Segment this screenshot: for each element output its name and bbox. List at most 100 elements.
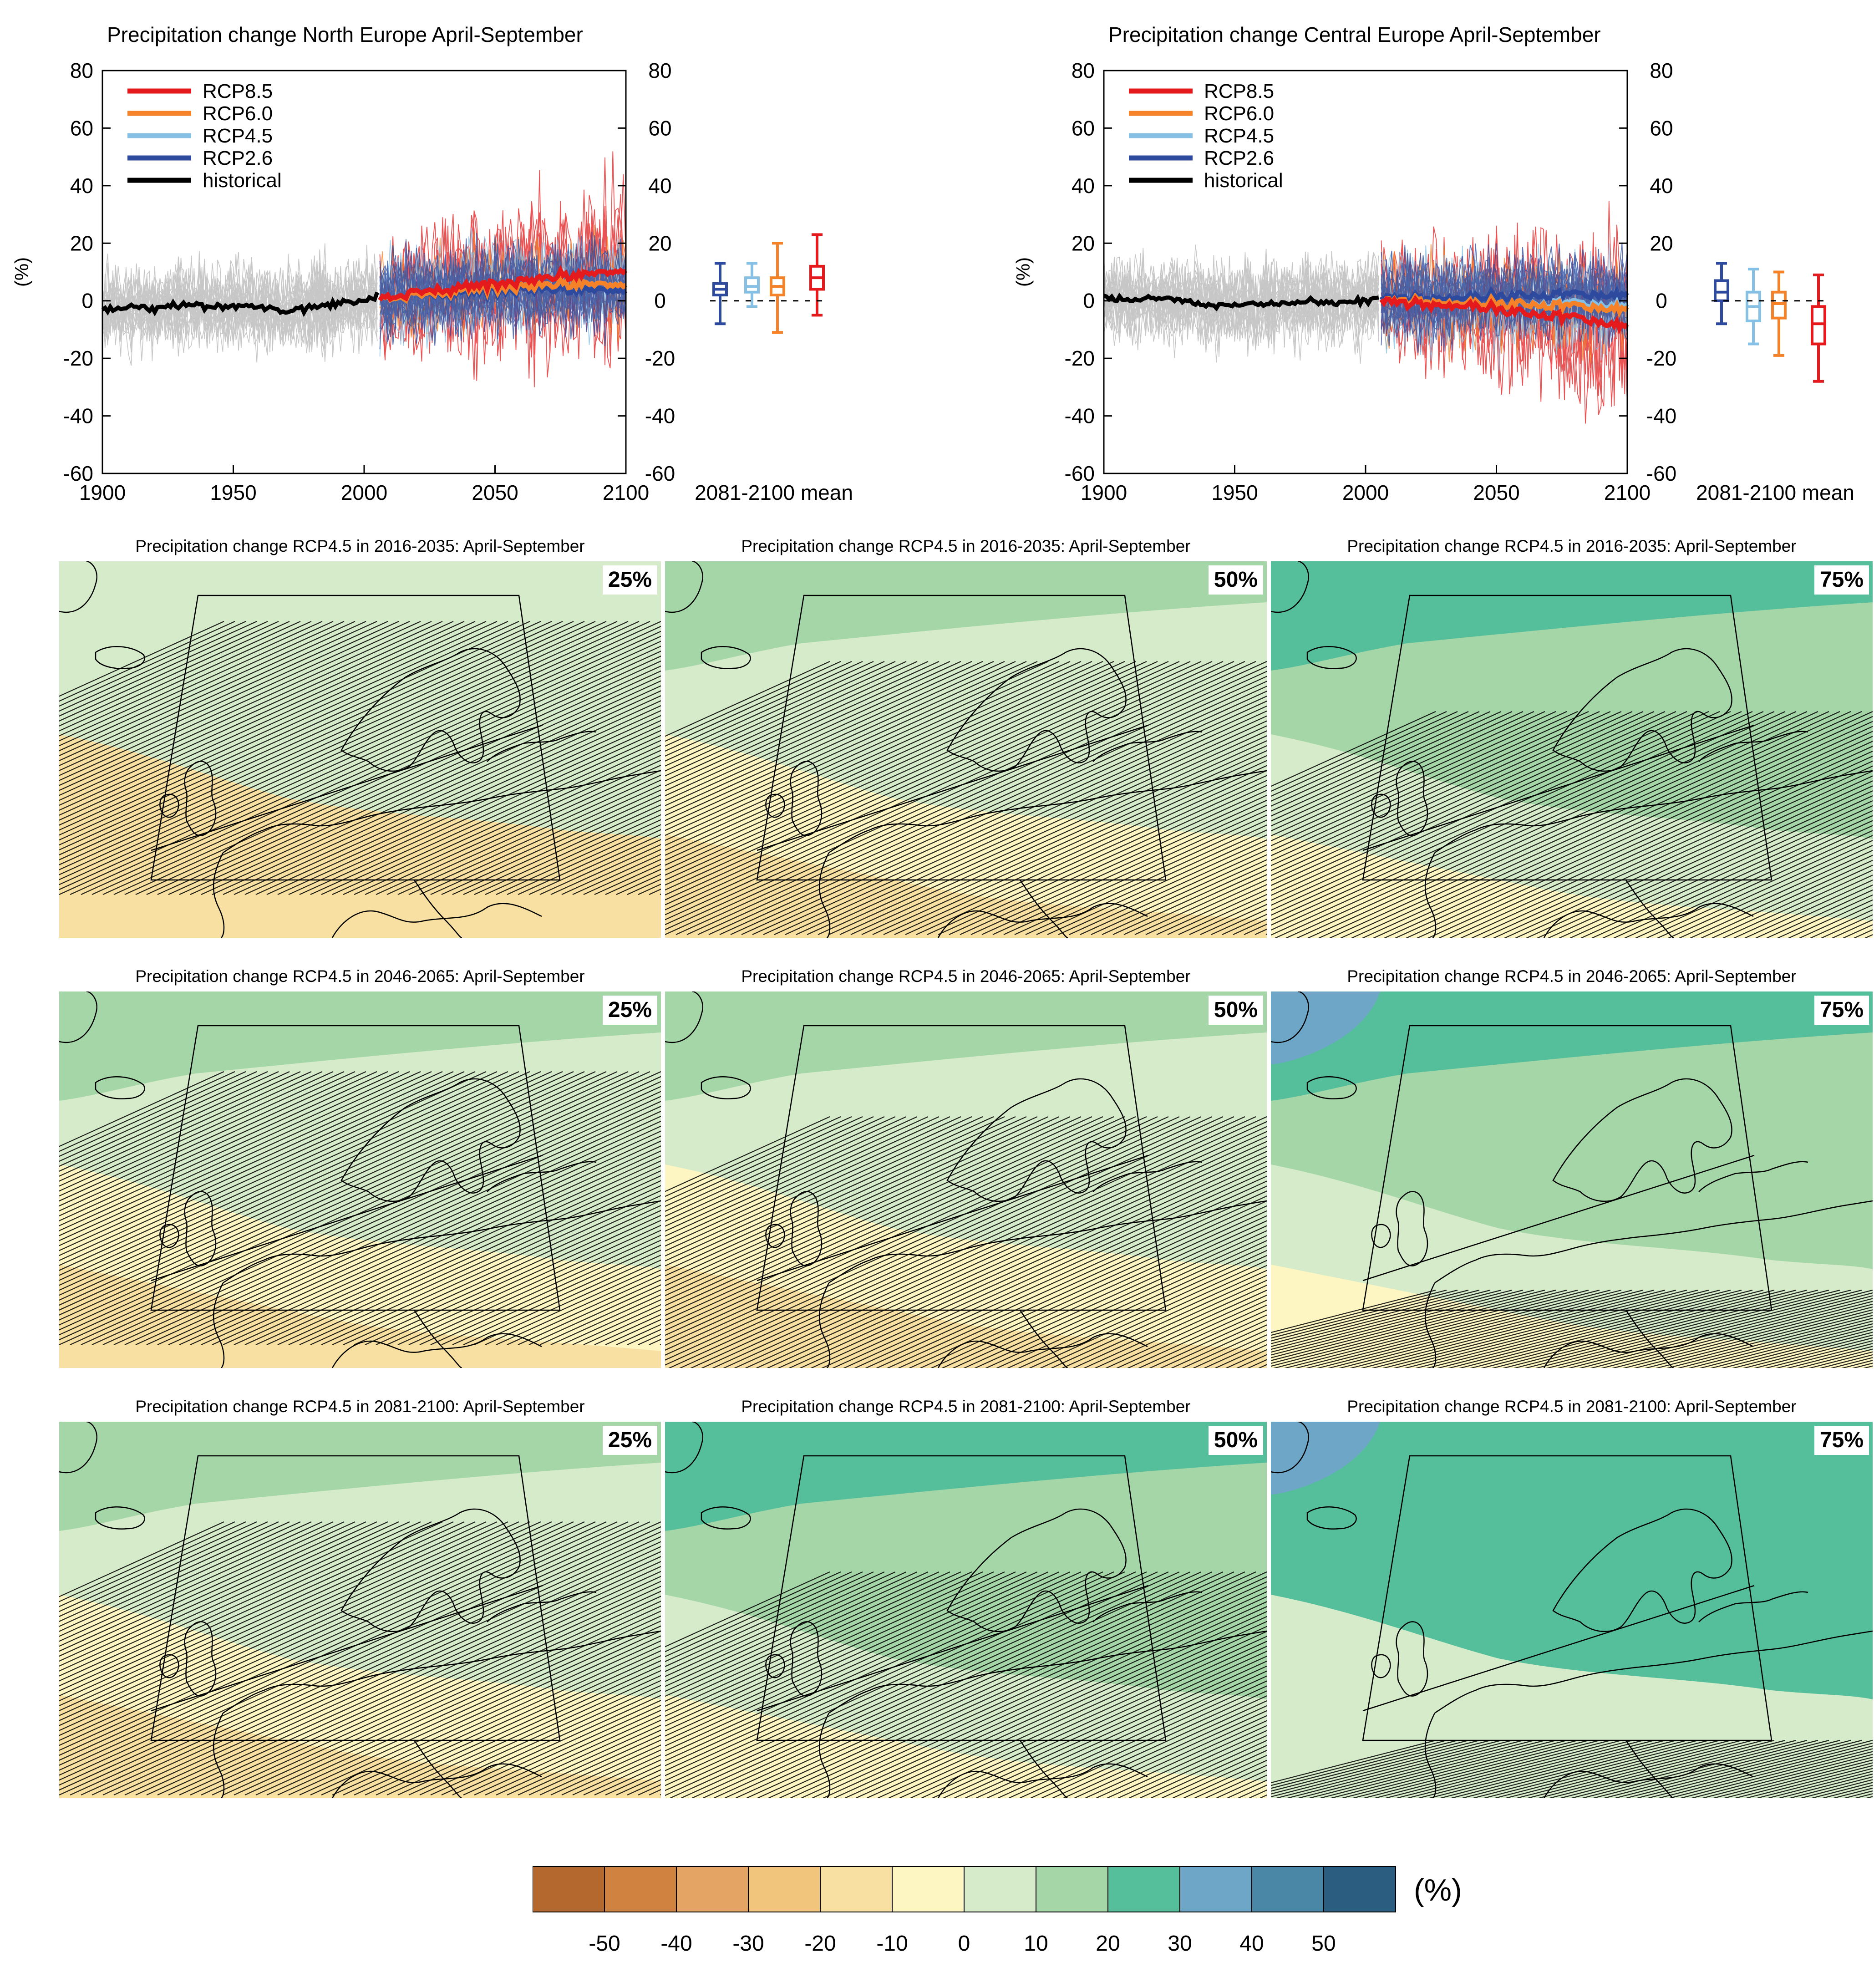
hatch-line: [665, 1571, 1016, 1732]
hatch-line: [665, 1116, 940, 1242]
hatch-line: [665, 1116, 885, 1217]
hatch-line: [1271, 711, 1611, 866]
rcp85-mean-line: [378, 264, 628, 303]
hatch-line: [81, 1531, 661, 1796]
map-row-2016-2035: Precipitation change RCP4.5 in 2016-2035…: [59, 533, 1874, 988]
hatch-line: [1271, 711, 1600, 861]
hatch-line: [941, 1220, 1267, 1368]
hatch-line: [665, 661, 1158, 886]
coastline: [1092, 731, 1203, 762]
hatch-line: [266, 1615, 661, 1796]
hatch-line: [59, 1071, 388, 1221]
y-tick-label: -60: [1065, 462, 1095, 485]
hatch-line: [1384, 716, 1873, 938]
hatch-line: [952, 1225, 1267, 1368]
coastline: [828, 770, 1267, 854]
legend-label: RCP4.5: [203, 125, 273, 147]
coastline: [1552, 648, 1732, 772]
chart-central-europe: Precipitation change Central Europe Apri…: [1012, 23, 1854, 504]
hatch-line: [441, 1245, 661, 1346]
hatch-line: [288, 1625, 661, 1796]
hatch-line: [665, 1116, 1213, 1366]
y-tick-label: 80: [1650, 59, 1673, 82]
hatch-line: [1051, 1700, 1267, 1798]
hatch-line: [665, 1116, 830, 1192]
hatch-line: [1204, 1339, 1267, 1368]
region-divider: [151, 1585, 543, 1712]
hatch-line: [1062, 1705, 1267, 1798]
coastline: [487, 1161, 597, 1192]
hatch-line: [665, 661, 1027, 826]
hatch-line: [539, 1739, 661, 1796]
hatch-line: [1852, 1363, 1873, 1368]
y-tick-label: -40: [1065, 404, 1095, 428]
hatch-line: [665, 1571, 1103, 1771]
hatch-line: [1469, 1289, 1775, 1368]
coastline: [223, 1630, 661, 1714]
hatch-line: [680, 1571, 1180, 1798]
hatch-line: [763, 705, 1267, 936]
hatch-line: [91, 1536, 661, 1796]
region-outline: [150, 595, 561, 881]
hatch-line: [1271, 711, 1622, 871]
hatch-line: [288, 725, 661, 895]
significance-hatching: [1271, 711, 1873, 938]
hatch-line: [712, 1571, 1213, 1798]
hatch-line: [1036, 829, 1267, 936]
coastline: [1543, 1333, 1754, 1368]
coastline: [701, 1506, 751, 1530]
hatch-line: [59, 1521, 432, 1692]
coastline: [665, 1422, 703, 1474]
hatch-line: [1040, 1265, 1267, 1368]
hatch-line: [244, 1605, 661, 1796]
boxplot-box: [1811, 305, 1826, 346]
hatch-line: [59, 1521, 541, 1741]
hatch-line: [665, 1116, 1191, 1356]
coastline: [818, 1713, 831, 1798]
coastlines: [1271, 1422, 1873, 1798]
coastline: [487, 731, 597, 762]
hatch-line: [894, 765, 1267, 936]
hatch-line: [59, 1071, 596, 1316]
hatch-line: [419, 784, 661, 895]
coastline: [95, 1506, 145, 1530]
hatch-line: [408, 779, 661, 895]
legend-label: RCP6.0: [1204, 102, 1274, 125]
hatch-line: [59, 1521, 410, 1682]
hatch-line: [665, 1116, 1147, 1336]
coastline: [765, 1224, 785, 1248]
hatch-line: [59, 1071, 508, 1276]
hatch-line: [1116, 1299, 1267, 1368]
percentile-label: 75%: [1814, 1426, 1869, 1455]
hatch-line: [712, 1116, 1267, 1368]
coastline: [1424, 1713, 1437, 1798]
coastline: [413, 1310, 462, 1368]
region-outline: [1362, 595, 1772, 881]
hatch-line: [59, 1521, 224, 1597]
legend-label: historical: [1204, 169, 1283, 192]
chart-title: Precipitation change Central Europe Apri…: [1108, 23, 1601, 46]
hatch-line: [1514, 1739, 1742, 1798]
hatch-line: [975, 1665, 1267, 1798]
hatch-line: [774, 710, 1267, 936]
hatch-line: [1449, 746, 1873, 938]
hatch-line: [1296, 1739, 1524, 1798]
hatch-line: [1808, 1351, 1873, 1368]
significance-hatching: [1271, 1289, 1873, 1368]
hatch-line: [1657, 839, 1873, 938]
hatch-line: [665, 1116, 874, 1212]
hatch-line: [665, 661, 1267, 936]
hatch-line: [839, 740, 1267, 936]
hatch-line: [1613, 820, 1873, 938]
hatch-line: [59, 1071, 519, 1281]
hatch-line: [818, 730, 1267, 936]
hatch-line: [59, 1071, 235, 1152]
hatch-line: [665, 1116, 918, 1232]
colorbar-tick-label: -30: [732, 1932, 764, 1956]
hatch-line: [665, 1116, 1027, 1281]
percentile-label: 25%: [602, 996, 657, 1025]
hatch-line: [1091, 854, 1267, 936]
precip-map: [1271, 991, 1873, 1368]
coastline: [1271, 1422, 1309, 1474]
hatch-line: [1373, 711, 1873, 938]
